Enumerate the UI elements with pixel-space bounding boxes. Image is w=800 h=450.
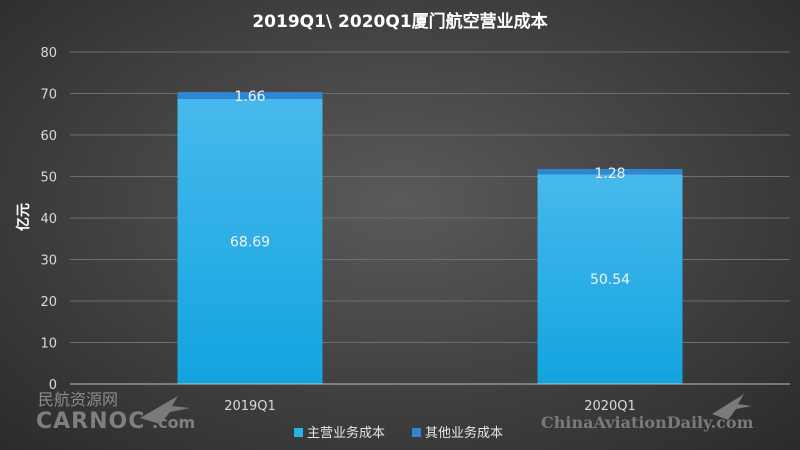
- data-labels: 68.69 1.66 50.54 1.28: [230, 89, 630, 288]
- legend-swatch: [412, 428, 421, 437]
- legend: 主营业务成本 其他业务成本: [294, 425, 503, 441]
- legend-label: 主营业务成本: [307, 425, 385, 441]
- y-tick-label: 0: [49, 378, 57, 393]
- data-label: 1.28: [594, 166, 625, 182]
- y-tick-label: 60: [40, 129, 57, 144]
- y-tick-label: 50: [40, 171, 57, 186]
- y-axis-label: 亿元: [15, 203, 32, 231]
- legend-label: 其他业务成本: [425, 425, 503, 441]
- x-tick-label: 2019Q1: [224, 399, 276, 414]
- bar-segment: [537, 168, 683, 175]
- data-label: 68.69: [230, 234, 270, 250]
- y-tick-label: 80: [40, 46, 57, 61]
- watermark-brand-text: CARNOC: [36, 409, 145, 434]
- y-tick-label: 20: [40, 295, 57, 310]
- x-axis-ticks: 2019Q1 2020Q1: [224, 399, 636, 414]
- plane-icon-right: [712, 394, 752, 420]
- bar-segment: [177, 92, 323, 99]
- chart-title: 2019Q1\ 2020Q1厦门航空营业成本: [252, 11, 547, 32]
- y-tick-label: 40: [40, 212, 57, 227]
- x-tick-label: 2020Q1: [584, 399, 636, 414]
- data-label: 1.66: [234, 89, 265, 105]
- chinaaviationdaily-watermark: ChinaAviationDaily.com: [541, 394, 754, 432]
- y-tick-label: 10: [40, 337, 57, 352]
- plane-icon: [140, 396, 190, 424]
- watermark-right-text: ChinaAviationDaily.com: [541, 413, 754, 432]
- watermark-cn-text: 民航资源网: [38, 390, 118, 409]
- bars: [177, 92, 683, 385]
- bar-segment: [537, 174, 683, 384]
- carnoc-watermark: 民航资源网 CARNOC .com: [36, 390, 195, 434]
- y-tick-label: 30: [40, 254, 57, 269]
- y-tick-label: 70: [40, 88, 57, 103]
- legend-swatch: [294, 428, 303, 437]
- y-axis-ticks: 0 10 20 30 40 50 60 70 80: [40, 46, 57, 393]
- bar-segment: [177, 98, 323, 385]
- data-label: 50.54: [590, 272, 630, 288]
